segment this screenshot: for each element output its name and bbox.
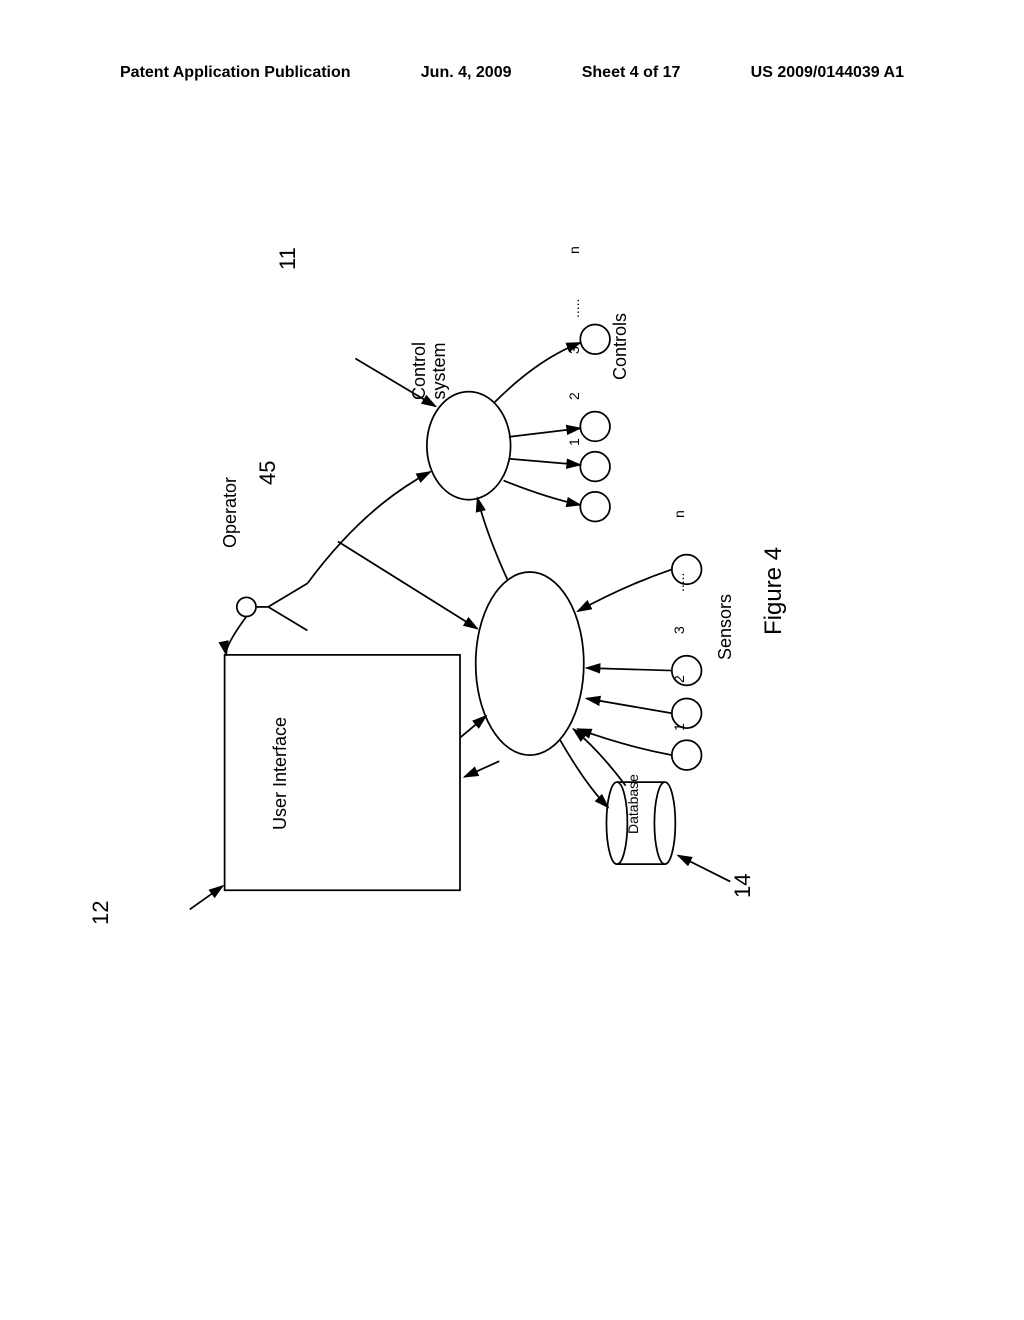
control-nodes xyxy=(580,324,610,521)
sensor-2: 2 xyxy=(671,675,687,683)
controls-group-label: Controls xyxy=(610,313,631,380)
figure-diagram: User Interface Control system Database O… xyxy=(70,280,850,960)
publication-label: Patent Application Publication xyxy=(120,64,351,82)
sheet-number: Sheet 4 of 17 xyxy=(582,64,681,82)
arrow-model-control xyxy=(477,498,508,581)
control-3: 3 xyxy=(566,346,582,354)
control-1: 1 xyxy=(566,438,582,446)
arrow-model-ui xyxy=(464,761,499,777)
ref-arrow-45 xyxy=(338,542,477,629)
sensor-3: 3 xyxy=(671,626,687,634)
arrow-sensor2-model xyxy=(586,698,671,713)
arrow-model-db xyxy=(560,740,608,807)
arrow-sensor1-model xyxy=(578,729,672,755)
ui-box xyxy=(225,655,460,890)
arrow-sensor3-model xyxy=(586,668,671,671)
control-ellipse xyxy=(427,392,511,500)
database-label: Database xyxy=(625,774,641,834)
arrow-ui-model xyxy=(460,716,486,738)
ref-arrow-12 xyxy=(190,886,223,910)
arrow-operator-control xyxy=(307,472,430,584)
publication-date: Jun. 4, 2009 xyxy=(421,64,512,82)
model-ellipse xyxy=(476,572,584,755)
ref-12: 12 xyxy=(88,901,114,925)
arrow-db-model xyxy=(573,729,625,786)
ref-14: 14 xyxy=(730,874,756,898)
operator-label: Operator xyxy=(220,477,241,548)
ui-label: User Interface xyxy=(270,717,291,830)
control-n: n xyxy=(566,246,582,254)
control-dots: ..... xyxy=(566,299,582,318)
arrow-operator-ui xyxy=(226,617,246,655)
arrow-sensorn-model xyxy=(578,569,672,611)
sensors-group-label: Sensors xyxy=(715,594,736,660)
arrow-control-3 xyxy=(509,428,580,437)
publication-number: US 2009/0144039 A1 xyxy=(751,64,904,82)
arrow-control-1 xyxy=(504,481,581,505)
arrow-control-2 xyxy=(509,459,580,465)
operator-icon xyxy=(237,583,308,630)
ref-arrow-14 xyxy=(678,855,730,881)
page-header: Patent Application Publication Jun. 4, 2… xyxy=(0,64,1024,82)
control-2: 2 xyxy=(566,392,582,400)
ref-45: 45 xyxy=(255,461,281,485)
ref-11: 11 xyxy=(275,247,301,270)
figure-caption: Figure 4 xyxy=(760,547,788,635)
sensor-1: 1 xyxy=(671,723,687,731)
control-label: Control system xyxy=(410,342,450,400)
sensor-n: n xyxy=(671,510,687,518)
sensor-dots: ..... xyxy=(671,573,687,592)
